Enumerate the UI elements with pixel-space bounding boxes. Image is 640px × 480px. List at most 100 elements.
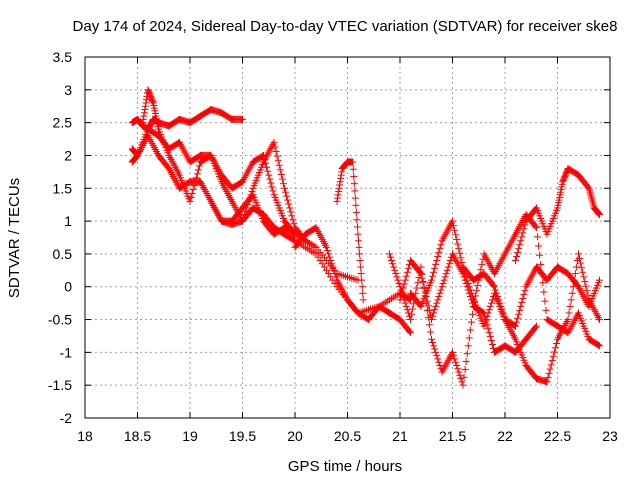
- data-point-interp: [521, 287, 529, 295]
- data-point-interp: [451, 355, 459, 363]
- data-point-interp: [486, 333, 494, 341]
- data-point-interp: [435, 293, 443, 301]
- data-point-interp: [477, 266, 485, 274]
- data-point-interp: [324, 247, 332, 255]
- data-point-interp: [483, 312, 491, 320]
- data-point-interp: [539, 279, 547, 287]
- data-point-interp: [472, 292, 480, 300]
- data-point-interp: [268, 183, 276, 191]
- data-point: [186, 197, 194, 205]
- data-point-interp: [350, 172, 358, 180]
- data-point-interp: [140, 109, 148, 117]
- data-point-interp: [550, 348, 558, 356]
- data-point-interp: [393, 273, 401, 281]
- data-point-interp: [466, 326, 474, 334]
- data-point-interp: [580, 273, 588, 281]
- data-point-interp: [142, 96, 150, 104]
- data-point-interp: [402, 302, 410, 310]
- data-point-interp: [403, 268, 411, 276]
- data-point-interp: [461, 365, 469, 373]
- data-point-interp: [517, 237, 525, 245]
- data-point-interp: [398, 288, 406, 296]
- data-point-interp: [492, 286, 500, 294]
- data-point-interp: [487, 337, 495, 345]
- data-point-interp: [433, 352, 441, 360]
- data-point: [396, 296, 404, 304]
- data-point-interp: [547, 361, 555, 369]
- data-point-interp: [334, 194, 342, 202]
- data-point-interp: [331, 270, 339, 278]
- data-point-interp: [534, 233, 542, 241]
- data-point-interp: [337, 174, 345, 182]
- data-point-interp: [420, 283, 428, 291]
- data-point-interp: [450, 352, 458, 360]
- data-point-interp: [567, 296, 575, 304]
- data-point-interp: [357, 263, 365, 271]
- data-point: [512, 322, 519, 330]
- data-point: [359, 296, 367, 304]
- data-point-interp: [571, 270, 579, 278]
- data-point: [449, 217, 456, 225]
- data-point-interp: [329, 263, 337, 271]
- data-point-interp: [353, 223, 361, 231]
- y-tick-label: -0.5: [48, 312, 72, 328]
- data-point-interp: [274, 157, 282, 165]
- y-tick-label: 0.5: [53, 246, 73, 262]
- data-point-interp: [431, 306, 439, 314]
- data-point-interp: [139, 115, 147, 123]
- data-point-interp: [140, 112, 148, 120]
- data-point-interp: [570, 276, 578, 284]
- data-point-interp: [404, 309, 412, 317]
- data-point: [407, 316, 414, 324]
- data-point-interp: [455, 368, 463, 376]
- data-point-interp: [288, 212, 296, 220]
- data-point-interp: [356, 256, 364, 264]
- data-point-interp: [478, 260, 486, 268]
- data-point-interp: [474, 281, 482, 289]
- data-point-interp: [429, 312, 437, 320]
- y-tick-label: -2: [60, 410, 73, 426]
- data-point: [596, 211, 603, 219]
- data-point-interp: [352, 201, 360, 209]
- data-point-interp: [419, 279, 427, 287]
- data-point-interp: [458, 258, 466, 266]
- data-point-interp: [485, 306, 493, 314]
- plot-frame: [84, 56, 611, 419]
- data-point: [438, 283, 446, 291]
- data-point: [407, 329, 414, 337]
- data-point-interp: [394, 276, 402, 284]
- data-point: [533, 322, 540, 330]
- axes: [84, 56, 611, 419]
- data-point-interp: [594, 341, 602, 349]
- data-point-interp: [332, 273, 340, 281]
- data-point: [459, 381, 467, 389]
- data-point-interp: [569, 283, 577, 291]
- data-point-interp: [548, 357, 556, 365]
- data-point-interp: [187, 193, 195, 201]
- data-point-interp: [355, 243, 363, 251]
- data-point-interp: [264, 167, 272, 175]
- data-point-interp: [261, 155, 269, 163]
- data-point-interp: [282, 188, 290, 196]
- y-tick-label: 2.5: [53, 115, 73, 131]
- data-point-interp: [541, 297, 549, 305]
- data-point-interp: [454, 365, 462, 373]
- data-point-interp: [489, 281, 497, 289]
- data-point-interp: [334, 191, 342, 199]
- data-point: [354, 230, 362, 238]
- data-point: [449, 348, 456, 356]
- data-point: [349, 158, 357, 166]
- data-point-interp: [549, 352, 557, 360]
- data-point-interp: [335, 184, 343, 192]
- data-point-interp: [473, 287, 481, 295]
- data-point: [260, 151, 267, 159]
- data-point-interp: [434, 253, 442, 261]
- data-point-interp: [337, 171, 345, 179]
- data-point-interp: [437, 241, 445, 249]
- data-point-interp: [456, 249, 464, 257]
- data-points: [128, 86, 603, 389]
- data-point-interp: [455, 245, 463, 253]
- x-tick-label: 19: [182, 428, 198, 444]
- data-point-interp: [495, 296, 503, 304]
- data-point-interp: [454, 240, 462, 248]
